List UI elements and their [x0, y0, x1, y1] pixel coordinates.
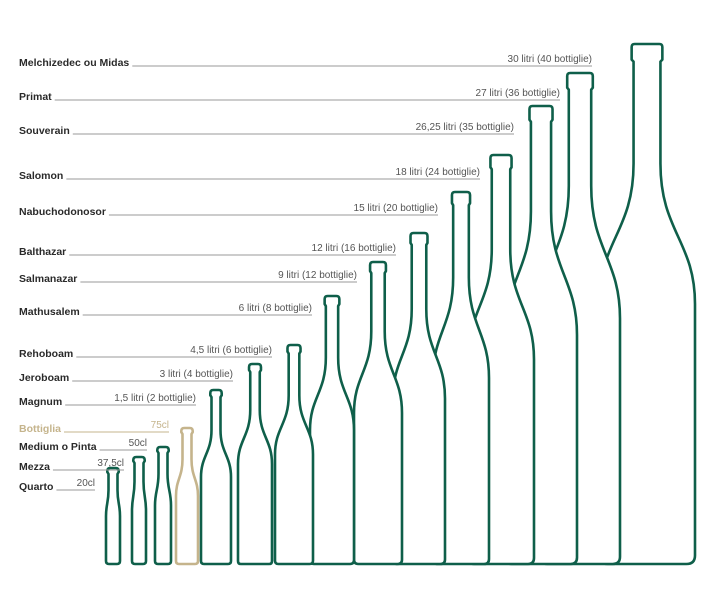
- bottle-rehoboam: [273, 343, 315, 566]
- bottle-name-jeroboam: Jeroboam: [19, 372, 69, 384]
- bottle-volume-nabuchodonosor: 15 litri (20 bottiglie): [354, 203, 438, 214]
- bottle-name-nabuchodonosor: Nabuchodonosor: [19, 206, 106, 218]
- bottle-name-rehoboam: Rehoboam: [19, 348, 73, 360]
- bottle-name-salmanazar: Salmanazar: [19, 273, 77, 285]
- bottle-volume-primat: 27 litri (36 bottiglie): [476, 88, 560, 99]
- bottle-volume-quarto: 20cl: [77, 478, 95, 489]
- bottle-name-bottiglia: Bottiglia: [19, 423, 61, 435]
- bottle-volume-mezza: 37,5cl: [97, 458, 124, 469]
- bottle-volume-medium-o-pinta: 50cl: [129, 438, 147, 449]
- bottle-volume-melchizedec-ou-midas: 30 litri (40 bottiglie): [508, 54, 592, 65]
- bottle-volume-salmanazar: 9 litri (12 bottiglie): [278, 270, 357, 281]
- bottle-name-melchizedec-ou-midas: Melchizedec ou Midas: [19, 57, 129, 69]
- bottle-name-magnum: Magnum: [19, 396, 62, 408]
- bottle-volume-bottiglia: 75cl: [151, 420, 169, 431]
- bottle-bottiglia: [174, 426, 200, 566]
- bottle-jeroboam: [236, 362, 274, 566]
- bottle-name-medium-o-pinta: Medium o Pinta: [19, 441, 97, 453]
- bottle-salmanazar: [352, 260, 404, 566]
- bottle-mathusalem: [308, 294, 356, 566]
- bottle-quarto: [104, 466, 122, 566]
- bottle-volume-magnum: 1,5 litri (2 bottiglie): [114, 393, 196, 404]
- bottle-name-mathusalem: Mathusalem: [19, 306, 80, 318]
- bottle-name-primat: Primat: [19, 91, 52, 103]
- bottle-volume-salomon: 18 litri (24 bottiglie): [396, 167, 480, 178]
- bottle-name-mezza: Mezza: [19, 461, 50, 473]
- bottle-volume-jeroboam: 3 litri (4 bottiglie): [160, 369, 233, 380]
- bottle-mezza: [130, 455, 148, 566]
- bottle-medium-o-pinta: [153, 445, 173, 566]
- bottle-name-souverain: Souverain: [19, 125, 70, 137]
- bottle-name-salomon: Salomon: [19, 170, 63, 182]
- bottle-volume-balthazar: 12 litri (16 bottiglie): [312, 243, 396, 254]
- bottle-name-balthazar: Balthazar: [19, 246, 66, 258]
- bottle-volume-souverain: 26,25 litri (35 bottiglie): [416, 122, 514, 133]
- bottle-magnum: [199, 388, 233, 566]
- bottle-volume-mathusalem: 6 litri (8 bottiglie): [239, 303, 312, 314]
- bottle-name-quarto: Quarto: [19, 481, 53, 493]
- bottle-volume-rehoboam: 4,5 litri (6 bottiglie): [190, 345, 272, 356]
